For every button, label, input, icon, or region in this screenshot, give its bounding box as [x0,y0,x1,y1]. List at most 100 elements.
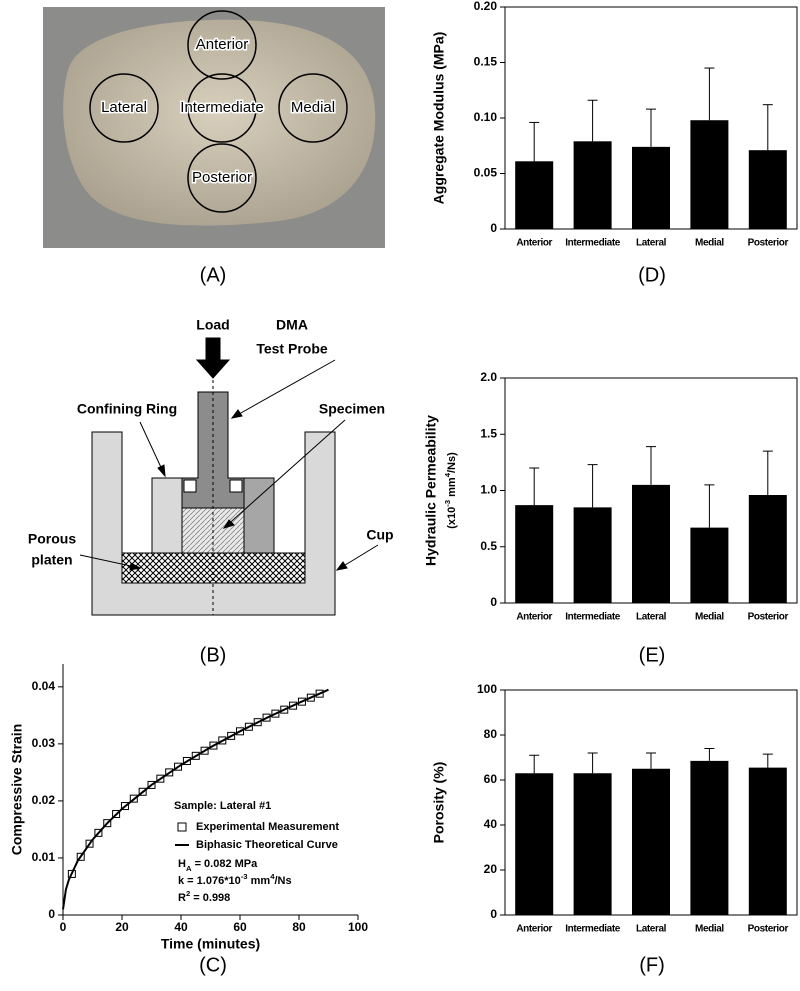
annotation: HA = 0.082 MPa [178,858,258,873]
y-tick-label: 0 [48,907,55,921]
x-tick-label: Lateral [636,612,667,623]
y-tick-label: 20 [484,862,498,876]
x-tick-label: Posterior [748,924,789,935]
probe-notch [229,479,243,493]
annotation-part: = 0.998 [190,892,230,904]
y-tick-label: 0 [490,907,497,921]
x-tick-label: Posterior [748,238,789,249]
annotation: k = 1.076*10-3 mm4/Ns [178,872,292,887]
y-axis-label: Hydraulic Permeability [423,415,439,566]
y-tick-label: 0.20 [474,0,498,13]
y-axis-unit-part: -3 [443,500,452,507]
y-tick-label: 1.5 [480,426,497,440]
fit-line [62,688,329,910]
diagram-label: Confining Ring [77,401,177,417]
region-label: Posterior [192,169,252,186]
tissue [63,19,376,226]
bar [573,773,612,915]
arrowhead [157,464,166,478]
panel-label: (F) [639,954,665,976]
annotation-part: /Ns [274,875,291,887]
x-tick-label: Intermediate [565,612,621,623]
probe-notch [183,479,197,493]
panel-label: (C) [199,954,227,976]
legend-label: Experimental Measurement [196,821,339,833]
region-circle [187,73,257,143]
annotation-part: = 1.076*10 [184,875,241,887]
bar [573,141,612,229]
photo: Anterior Lateral Intermediate Medial Pos… [43,7,385,248]
diagram-label: platen [31,552,72,568]
x-tick-label: Anterior [516,238,552,249]
y-tick-label: 0.15 [474,55,498,69]
y-tick-label: 80 [484,727,498,741]
diagram-label: DMA [276,317,308,333]
x-tick-label: 60 [233,920,247,934]
x-tick-label: Intermediate [565,924,621,935]
region-label: Medial [291,99,335,116]
annotation-part: A [186,864,192,873]
y-tick-label: 0.03 [32,736,56,750]
bar [690,120,729,229]
x-tick-label: 20 [115,920,129,934]
region-circle [187,10,257,80]
x-tick-label: Anterior [516,924,552,935]
region-label: Lateral [101,99,147,116]
panel-label: (A) [200,264,227,286]
diagram-label: Specimen [319,401,385,417]
arrowhead [335,561,348,571]
y-tick-label: 0.02 [32,793,56,807]
bar [515,505,554,603]
y-tick-label: 0 [490,595,497,609]
x-tick-label: Lateral [636,924,667,935]
annotation: R2 = 0.998 [178,889,230,904]
diagram-label: Test Probe [256,341,328,357]
x-tick-label: 40 [174,920,188,934]
diagram-label: Cup [366,527,393,543]
x-tick-label: Posterior [748,612,789,623]
region-circle [187,143,257,213]
bar [690,527,729,603]
y-axis-unit-part: (x10 [446,507,458,529]
legend-title: Sample: Lateral #1 [174,800,271,812]
x-tick-label: Medial [695,238,724,249]
y-axis-label: Porosity (%) [431,762,447,844]
annotation-part: mm [248,875,271,887]
y-axis-label: Aggregate Modulus (MPa) [431,32,447,205]
arrowhead [222,519,235,529]
x-tick-label: 100 [348,920,368,934]
x-tick-label: 0 [60,920,67,934]
x-tick-label: Intermediate [565,238,621,249]
arrowhead [129,562,142,571]
legend-label: Biphasic Theoretical Curve [196,839,338,851]
bar [632,768,670,915]
annotation-part: k [178,875,185,887]
diagram [79,337,379,616]
region-circle [89,73,159,143]
bar [632,484,670,603]
bar [690,760,729,915]
x-tick-label: Medial [695,924,724,935]
test-probe [181,391,245,509]
annotation-part: H [178,858,186,870]
diagram-label: Porous [28,531,76,547]
pointer [223,419,346,529]
y-tick-label: 2.0 [480,370,497,384]
bar [748,767,787,915]
region-circle [278,73,348,143]
panel-label: (D) [638,264,666,286]
panel-label: (E) [639,644,666,666]
annotation-part: 2 [186,889,190,898]
diagram-label: Load [196,317,229,333]
bar [632,146,670,229]
y-tick-label: 0.05 [474,166,498,180]
annotation-part: = 0.082 MPa [192,858,259,870]
y-axis-unit-part: 4 [443,472,452,477]
y-tick-label: 0.04 [32,679,56,693]
y-tick-label: 40 [484,817,498,831]
y-tick-label: 0.01 [32,850,56,864]
x-tick-label: Anterior [516,612,552,623]
x-tick-label: Lateral [636,238,667,249]
y-axis-label: Compressive Strain [9,724,25,856]
